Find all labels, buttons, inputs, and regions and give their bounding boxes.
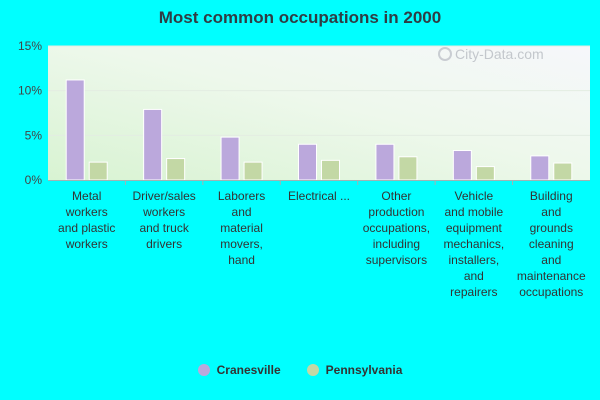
bar-cranesville-5 bbox=[375, 143, 395, 181]
x-tick-label: Electrical ... bbox=[288, 189, 350, 203]
bar-cranesville-3 bbox=[220, 136, 240, 181]
legend: Cranesville Pennsylvania bbox=[0, 363, 600, 377]
x-tick-label: Driver/sales workers and truck drivers bbox=[132, 189, 195, 251]
bar-pennsylvania-1 bbox=[88, 161, 108, 181]
x-tick-label: Laborers and material movers, hand bbox=[218, 189, 265, 267]
bar-cranesville-4 bbox=[298, 143, 317, 181]
plot-area bbox=[48, 46, 590, 180]
legend-label-cranesville: Cranesville bbox=[216, 363, 281, 377]
bar-pennsylvania-6 bbox=[475, 166, 495, 181]
bar-pennsylvania-2 bbox=[166, 158, 186, 181]
x-tick-label: Metal workers and plastic workers bbox=[58, 189, 115, 251]
bar-pennsylvania-3 bbox=[243, 161, 263, 181]
legend-swatch-cranesville bbox=[197, 364, 210, 376]
bar-cranesville-1 bbox=[65, 79, 85, 181]
x-tick-label: Building and grounds cleaning and maintenance… bbox=[517, 189, 586, 299]
watermark-text: City-Data.com bbox=[455, 46, 544, 62]
legend-label-pennsylvania: Pennsylvania bbox=[325, 363, 403, 377]
bar-pennsylvania-5 bbox=[398, 156, 418, 181]
chart-title: Most common occupations in 2000 bbox=[158, 8, 442, 27]
bar-cranesville-7 bbox=[530, 155, 550, 181]
x-tick-label: Other production occupations, including supe… bbox=[363, 189, 430, 267]
y-tick-label: 5% bbox=[25, 128, 43, 142]
legend-item-cranesville: Cranesville bbox=[197, 363, 281, 377]
legend-item-pennsylvania: Pennsylvania bbox=[306, 363, 403, 377]
bar-cranesville-6 bbox=[452, 150, 472, 181]
bar-pennsylvania-4 bbox=[321, 159, 340, 181]
y-tick-label: 10% bbox=[18, 84, 42, 98]
watermark: City-Data.com bbox=[438, 46, 544, 62]
bar-pennsylvania-7 bbox=[553, 162, 573, 181]
bar-cranesville-2 bbox=[143, 108, 163, 181]
y-tick-label: 0% bbox=[25, 173, 43, 187]
x-tick-label: Vehicle and mobile equipment mechanics, inst… bbox=[444, 189, 505, 299]
legend-swatch-pennsylvania bbox=[306, 364, 319, 376]
y-tick-label: 15% bbox=[18, 39, 42, 53]
